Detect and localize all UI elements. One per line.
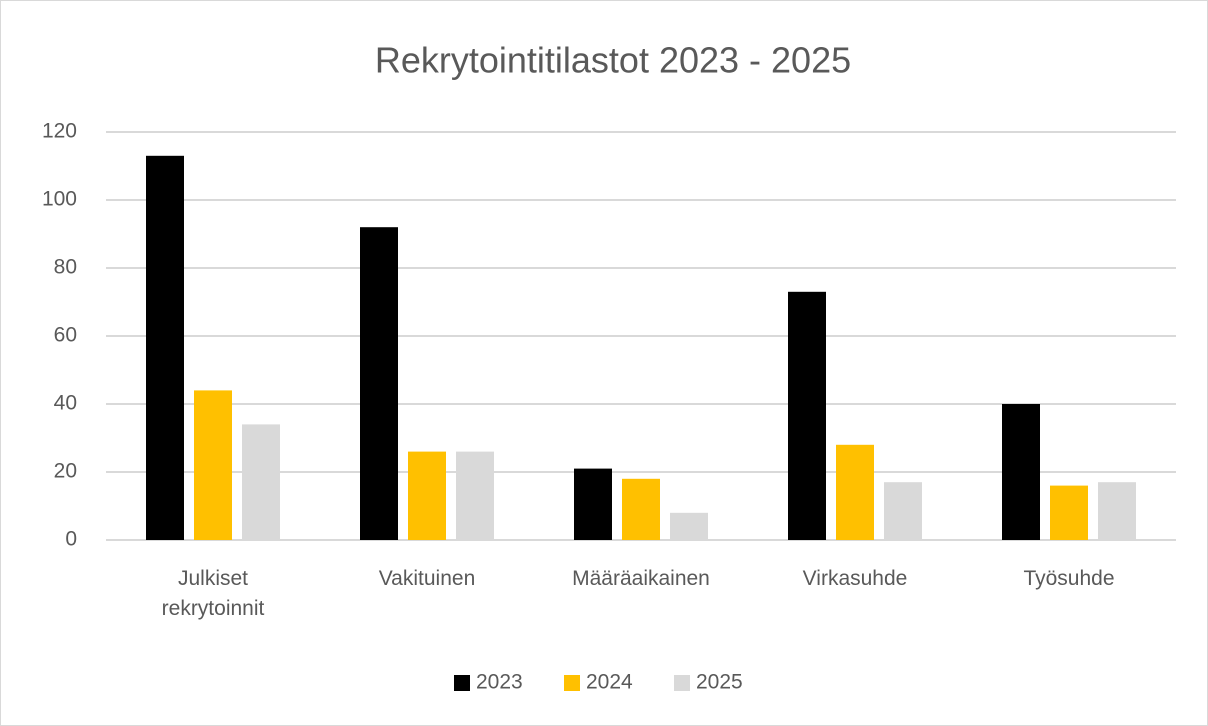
x-tick-label: Työsuhde <box>1023 567 1115 590</box>
y-tick-label: 120 <box>42 120 77 143</box>
chart-title: Rekrytointitilastot 2023 - 2025 <box>375 40 851 81</box>
bar <box>1002 404 1040 540</box>
bar <box>574 468 612 540</box>
y-tick-label: 0 <box>65 528 77 551</box>
legend-swatch <box>564 675 580 691</box>
bar <box>194 390 232 540</box>
bar <box>670 512 708 540</box>
y-tick-label: 60 <box>54 324 77 347</box>
x-tick-label: Julkiset rekrytoinnit <box>161 567 265 620</box>
bar <box>788 291 826 540</box>
legend-swatch <box>674 675 690 691</box>
bar <box>408 451 446 540</box>
y-tick-label: 40 <box>54 392 77 415</box>
bar <box>1098 482 1136 540</box>
x-tick-label: Vakituinen <box>378 567 476 590</box>
y-tick-label: 20 <box>54 460 77 483</box>
x-tick-label: Määräaikainen <box>572 567 710 590</box>
bar <box>884 482 922 540</box>
bar <box>146 155 184 541</box>
legend-swatch <box>454 675 470 691</box>
y-tick-label: 80 <box>54 256 77 279</box>
legend-label: 2024 <box>586 671 633 694</box>
bar <box>360 227 398 540</box>
legend-label: 2025 <box>696 671 743 694</box>
bar <box>836 444 874 540</box>
bar <box>242 424 280 540</box>
y-tick-label: 100 <box>42 188 77 211</box>
bar <box>456 451 494 540</box>
x-tick-label: Virkasuhde <box>802 567 908 590</box>
bar <box>622 478 660 540</box>
bar <box>1050 485 1088 540</box>
legend-label: 2023 <box>476 671 523 694</box>
